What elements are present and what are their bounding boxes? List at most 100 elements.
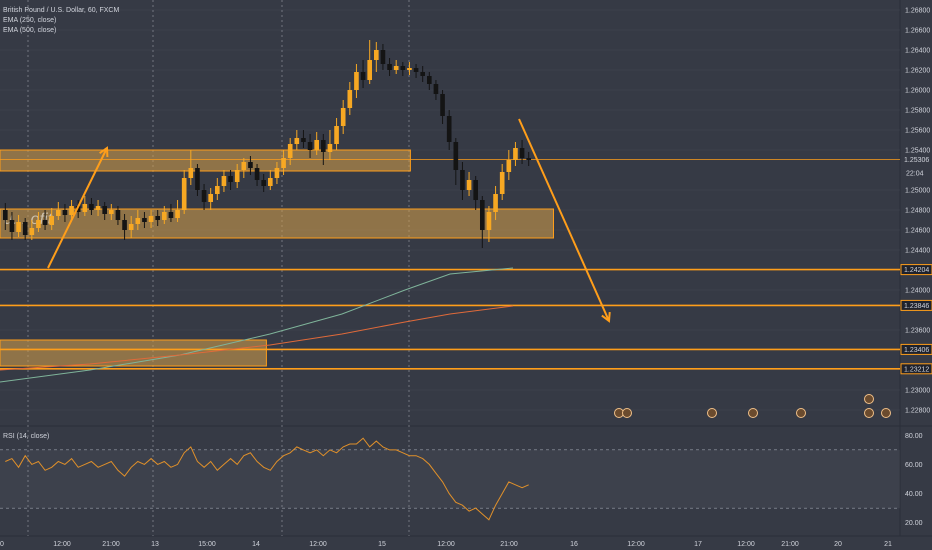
candle-body: [49, 216, 55, 225]
ema500-legend: EMA (500, close): [3, 27, 57, 34]
candle-body: [261, 180, 267, 186]
rsi-tick-label: 40.00: [905, 491, 923, 498]
price-line-tag: [901, 154, 932, 165]
candle-body: [42, 220, 48, 225]
candle-body: [55, 210, 61, 216]
bearish-projection-arrow: [572, 239, 610, 322]
economic-event-icon: [881, 408, 891, 418]
economic-event-icon: [707, 408, 717, 418]
supply-demand-zone: [0, 339, 267, 367]
time-tick-label: 12:00: [437, 541, 455, 548]
candle-body: [221, 176, 227, 186]
candle-body: [420, 72, 426, 76]
rsi-legend: RSI (14, close): [3, 433, 50, 440]
candle-body: [380, 50, 386, 64]
candle-body: [128, 224, 134, 230]
candle-body: [214, 186, 220, 194]
candle-body: [148, 216, 154, 222]
bullish-projection-arrow-head: [99, 146, 109, 158]
price-tick-label: 1.22800: [905, 408, 930, 415]
price-tick-label: 1.25800: [905, 108, 930, 115]
price-tick-label: 1.26200: [905, 68, 930, 75]
rsi-tick-label: 60.00: [905, 462, 923, 469]
candle-body: [281, 158, 286, 168]
price-tick-label: 1.24600: [905, 228, 930, 235]
price-tick-label: 1.25000: [905, 188, 930, 195]
candle-body: [142, 218, 147, 222]
economic-event-icon: [796, 408, 806, 418]
ema500-line: [0, 305, 514, 371]
candle-body: [460, 170, 465, 190]
candle-body: [95, 206, 101, 210]
candle-body: [115, 210, 121, 220]
supply-demand-zone: [0, 208, 554, 239]
price-tag: [900, 264, 932, 276]
price-tick-label: 1.24400: [905, 248, 930, 255]
candle-body: [82, 204, 88, 212]
candle-body: [36, 220, 41, 228]
price-tick-label: 1.25600: [905, 128, 930, 135]
candle-body: [294, 138, 300, 144]
candle-body: [2, 210, 8, 220]
price-tag: [900, 299, 932, 311]
price-tag-label: 1.24204: [904, 267, 929, 274]
candle-body: [400, 66, 406, 70]
candle-body: [347, 90, 353, 108]
price-tick-label: 1.26400: [905, 48, 930, 55]
candle-body: [479, 200, 485, 230]
countdown-label: 22:04: [906, 170, 924, 177]
candle-body: [387, 64, 392, 70]
candle-body: [360, 72, 366, 80]
candle-body: [327, 144, 333, 152]
countdown-box: [901, 167, 932, 179]
candle-body: [354, 72, 359, 90]
candle-body: [188, 168, 194, 178]
price-tag-label: 1.23846: [904, 303, 929, 310]
time-tick-label: 17: [694, 541, 702, 548]
candle-body: [62, 210, 68, 215]
candle-body: [234, 170, 240, 182]
time-tick-label: 14: [252, 541, 260, 548]
candle-body: [519, 148, 525, 158]
price-tag: [900, 363, 932, 375]
bullish-projection-arrow: [47, 147, 108, 269]
time-tick-label: 0: [0, 541, 4, 548]
time-tick-label: 20: [834, 541, 842, 548]
candle-body: [373, 50, 379, 60]
candle-body: [307, 142, 313, 150]
candle-body: [433, 84, 439, 94]
ema250-line: [0, 267, 514, 383]
price-tick-label: 1.24000: [905, 288, 930, 295]
economic-event-icon: [622, 408, 632, 418]
candle-body: [16, 222, 21, 232]
economic-event-icon: [864, 394, 874, 404]
rsi-line: [5, 437, 529, 521]
candle-body: [175, 210, 180, 218]
candle-body: [407, 68, 412, 70]
candle-body: [473, 180, 479, 200]
candle-body: [135, 218, 141, 224]
candle-body: [426, 76, 432, 84]
price-tick-label: 1.26800: [905, 8, 930, 15]
candle-body: [486, 212, 492, 230]
bearish-projection-arrow-head: [601, 311, 611, 323]
time-tick-label: 12:00: [737, 541, 755, 548]
time-tick-label: 16: [570, 541, 578, 548]
candle-body: [506, 160, 512, 172]
time-tick-label: 13: [151, 541, 159, 548]
candle-body: [254, 168, 260, 180]
price-tag-label: 1.23212: [904, 366, 929, 373]
candle-body: [102, 206, 108, 214]
current-price-label: 1.25306: [904, 157, 929, 164]
candle-body: [493, 194, 498, 212]
candle-body: [446, 116, 452, 142]
price-tick-label: 1.23000: [905, 388, 930, 395]
price-tag-label: 1.23406: [904, 347, 929, 354]
candle-body: [168, 212, 174, 218]
candle-body: [499, 172, 505, 194]
candle-body: [181, 178, 187, 210]
candle-body: [267, 178, 273, 186]
